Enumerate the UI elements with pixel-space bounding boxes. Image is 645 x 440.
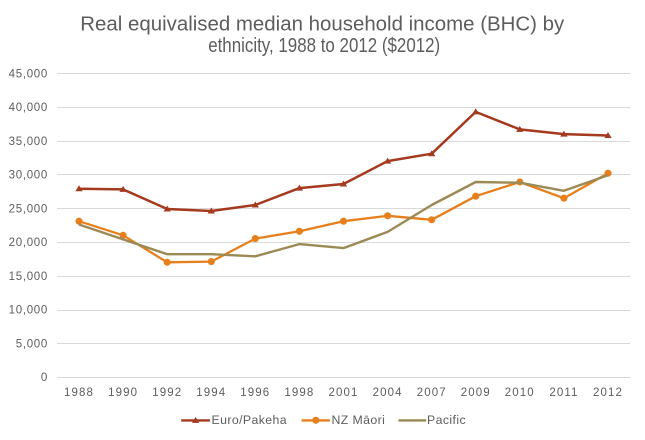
svg-text:1992: 1992 <box>152 387 182 399</box>
svg-text:1998: 1998 <box>284 387 314 399</box>
svg-text:10,000: 10,000 <box>9 305 48 317</box>
svg-text:0: 0 <box>41 372 48 384</box>
svg-text:2001: 2001 <box>329 387 359 399</box>
svg-text:2010: 2010 <box>505 387 535 399</box>
svg-text:45,000: 45,000 <box>9 69 48 81</box>
svg-text:1988: 1988 <box>64 387 94 399</box>
svg-text:2011: 2011 <box>549 387 578 399</box>
svg-text:Real equivalised median househ: Real equivalised median household income… <box>80 13 565 36</box>
svg-text:25,000: 25,000 <box>9 203 48 215</box>
svg-text:2004: 2004 <box>373 387 403 399</box>
svg-text:2009: 2009 <box>461 387 491 399</box>
svg-text:1996: 1996 <box>240 387 270 399</box>
svg-text:40,000: 40,000 <box>9 102 48 114</box>
svg-text:15,000: 15,000 <box>9 271 48 283</box>
svg-text:20,000: 20,000 <box>9 237 48 249</box>
svg-text:2012: 2012 <box>593 387 623 399</box>
svg-text:NZ Māori: NZ Māori <box>332 413 386 427</box>
svg-text:5,000: 5,000 <box>16 338 48 350</box>
svg-text:2007: 2007 <box>417 387 447 399</box>
svg-text:ethnicity, 1988 to 2012 ($2012: ethnicity, 1988 to 2012 ($2012) <box>208 34 440 57</box>
svg-text:Pacific: Pacific <box>427 413 466 427</box>
svg-text:1994: 1994 <box>196 387 226 399</box>
svg-text:Euro/Pakeha: Euro/Pakeha <box>212 413 288 427</box>
svg-text:35,000: 35,000 <box>9 136 48 148</box>
svg-text:30,000: 30,000 <box>9 170 48 182</box>
svg-text:1990: 1990 <box>108 387 138 399</box>
